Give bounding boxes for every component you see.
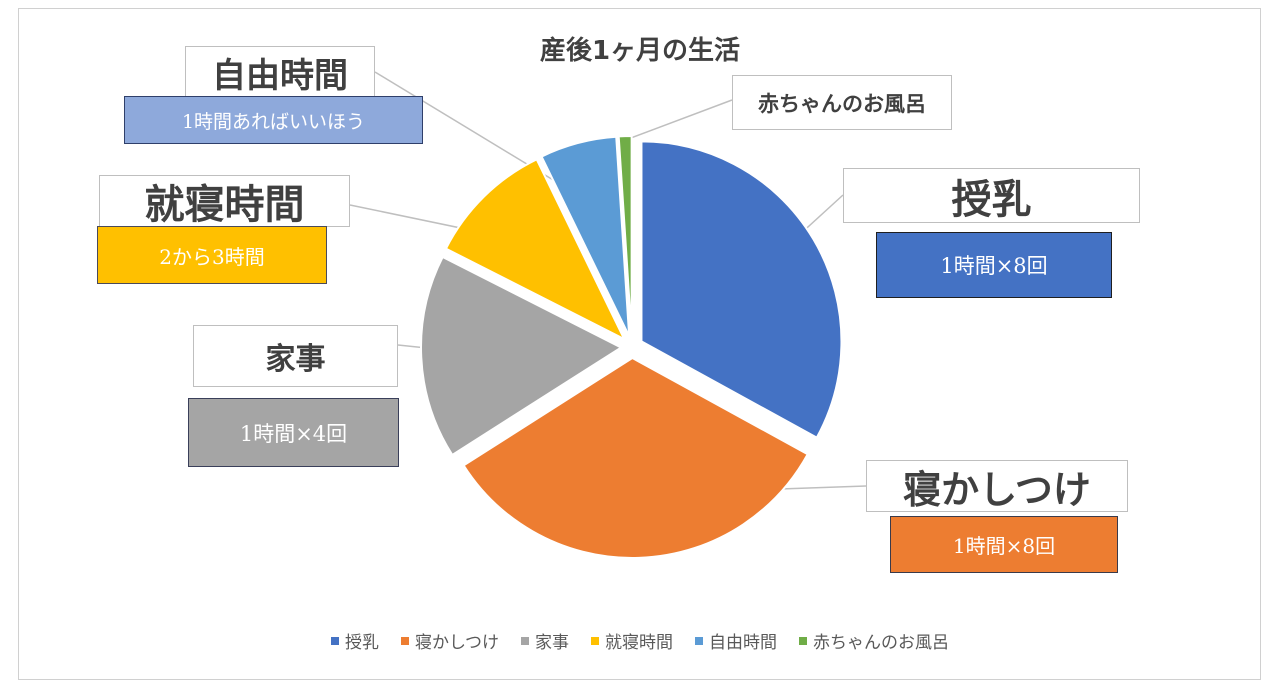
legend-swatch [401, 636, 409, 645]
legend-swatch [590, 636, 599, 645]
legend-label: 赤ちゃんのお風呂 [812, 633, 949, 653]
pie-slice-baby-bath [617, 135, 633, 337]
legend-entry: 家事 [520, 628, 569, 653]
legend-swatch [694, 636, 703, 645]
pie-slice-free-time [540, 135, 631, 337]
legend-entry: 寝かしつけ [401, 628, 499, 653]
legend-label: 寝かしつけ [415, 633, 499, 653]
legend-label: 授乳 [345, 633, 379, 653]
pie-slices [420, 135, 843, 559]
legend-swatch [331, 636, 339, 645]
legend-entry: 授乳 [331, 628, 379, 653]
legend-swatch [520, 636, 529, 645]
label-name-feeding: 授乳 [843, 168, 1140, 223]
label-detail-putting-to-sleep: 1時間×8回 [890, 516, 1118, 573]
pie-slice-bedtime [444, 158, 627, 342]
legend-entry: 赤ちゃんのお風呂 [798, 628, 949, 653]
pie-slice-feeding [640, 140, 843, 439]
pie-slice-housework [420, 255, 624, 457]
label-detail-feeding: 1時間×8回 [876, 232, 1112, 298]
label-detail-housework: 1時間×4回 [188, 398, 399, 467]
legend-label: 家事 [534, 633, 569, 653]
label-name-free-time: 自由時間 [185, 46, 375, 98]
legend-entry: 就寝時間 [590, 628, 673, 653]
leader-line-baby-bath [625, 99, 733, 141]
label-name-putting-to-sleep: 寝かしつけ [866, 460, 1128, 512]
legend-entry: 自由時間 [694, 628, 777, 653]
legend-label: 就寝時間 [604, 633, 673, 653]
legend: 授乳 寝かしつけ 家事 就寝時間 自由時間 赤ちゃんのお風呂 [0, 628, 1280, 653]
label-name-baby-bath: 赤ちゃんのお風呂 [732, 75, 952, 130]
label-name-housework: 家事 [193, 325, 398, 387]
label-name-bedtime: 就寝時間 [99, 175, 350, 228]
label-detail-bedtime: 2から3時間 [97, 226, 327, 284]
legend-label: 自由時間 [708, 633, 777, 653]
label-detail-free-time: 1時間あればいいほう [124, 96, 423, 144]
pie-slice-putting-to-sleep [462, 356, 810, 559]
legend-swatch [798, 636, 807, 645]
chart-title: 産後1ヶ月の生活 [539, 36, 741, 66]
